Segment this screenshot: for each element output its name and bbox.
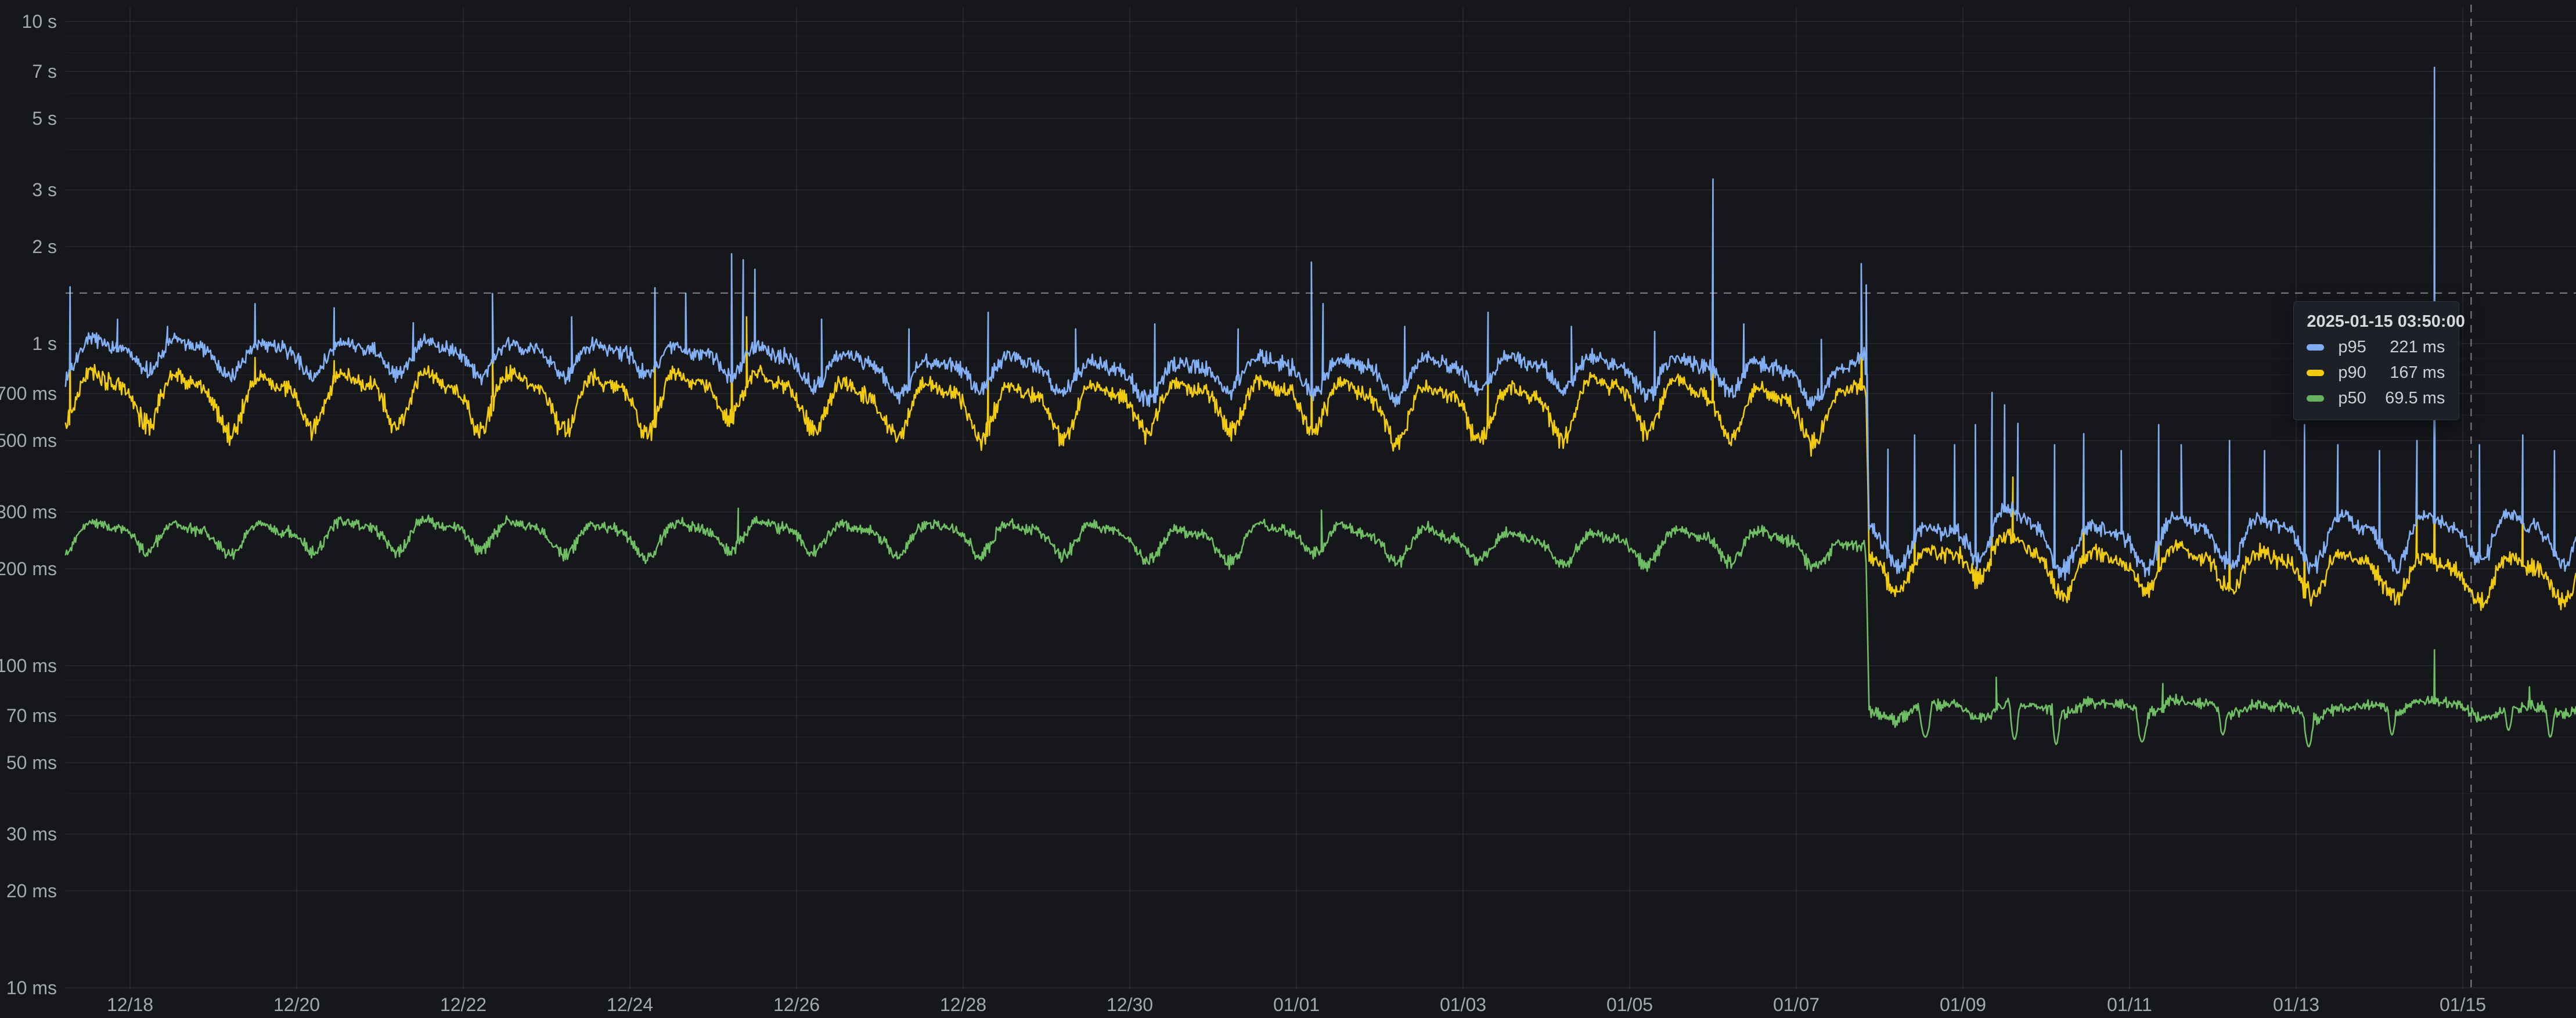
x-tick-label: 01/09 bbox=[1940, 994, 1986, 1015]
chart-tooltip: 2025-01-15 03:50:00 p95 221 ms p90 167 ms p5… bbox=[2293, 301, 2465, 420]
y-tick-label: 30 ms bbox=[6, 824, 57, 844]
tooltip-series-label: p50 bbox=[2338, 388, 2366, 407]
tooltip-timestamp: 2025-01-15 03:50:00 bbox=[2307, 312, 2465, 331]
x-tick-label: 12/24 bbox=[607, 994, 653, 1015]
y-tick-label: 200 ms bbox=[0, 558, 57, 579]
series-line-p50 bbox=[64, 507, 2576, 748]
x-tick-label: 12/26 bbox=[773, 994, 820, 1015]
y-axis-labels: 10 s 7 s 5 s 3 s 2 s 1 s 700 ms 500 ms 300 ms 200… bbox=[0, 11, 57, 998]
y-tick-label: 1 s bbox=[32, 333, 57, 354]
x-tick-label: 12/18 bbox=[107, 994, 153, 1015]
series-color-pill-icon bbox=[2307, 369, 2325, 376]
series-color-pill-icon bbox=[2307, 344, 2325, 351]
series-line-p90 bbox=[64, 304, 2576, 611]
tooltip-series-value: 221 ms bbox=[2390, 337, 2445, 356]
y-tick-label: 100 ms bbox=[0, 655, 57, 676]
tooltip-series-value: 69.5 ms bbox=[2385, 388, 2445, 407]
gridlines-minor bbox=[66, 35, 2576, 795]
x-tick-label: 12/30 bbox=[1107, 994, 1153, 1015]
series-lines bbox=[64, 66, 2576, 748]
y-tick-label: 20 ms bbox=[6, 880, 57, 901]
crosshair bbox=[66, 5, 2576, 990]
x-tick-label: 01/15 bbox=[2440, 994, 2486, 1015]
tooltip-row-p95: p95 221 ms bbox=[2307, 338, 2445, 357]
x-tick-label: 01/05 bbox=[1606, 994, 1653, 1015]
y-tick-label: 5 s bbox=[32, 108, 57, 129]
series-line-p95 bbox=[64, 66, 2576, 581]
series-color-pill-icon bbox=[2307, 395, 2325, 402]
y-tick-label: 50 ms bbox=[6, 752, 57, 773]
x-tick-label: 01/01 bbox=[1273, 994, 1320, 1015]
tooltip-series-value: 167 ms bbox=[2390, 363, 2445, 382]
x-tick-label: 01/03 bbox=[1440, 994, 1486, 1015]
x-tick-label: 12/28 bbox=[940, 994, 986, 1015]
y-tick-label: 10 s bbox=[22, 11, 57, 32]
y-tick-label: 7 s bbox=[32, 61, 57, 82]
tooltip-row-p90: p90 167 ms bbox=[2307, 363, 2445, 382]
x-tick-label: 12/20 bbox=[273, 994, 320, 1015]
y-tick-label: 3 s bbox=[32, 179, 57, 200]
x-tick-label: 01/11 bbox=[2107, 994, 2152, 1015]
tooltip-row-p50: p50 69.5 ms bbox=[2307, 389, 2445, 408]
tooltip-rows: p95 221 ms p90 167 ms p50 69.5 ms bbox=[2307, 338, 2445, 408]
y-tick-label: 2 s bbox=[32, 236, 57, 257]
x-axis-labels: 12/18 12/20 12/22 12/24 12/26 12/28 12/30 01/01… bbox=[107, 994, 2486, 1015]
tooltip-series-label: p90 bbox=[2338, 363, 2366, 382]
y-tick-label: 700 ms bbox=[0, 383, 57, 404]
y-tick-label: 500 ms bbox=[0, 430, 57, 451]
tooltip-series-label: p95 bbox=[2338, 337, 2366, 356]
y-tick-label: 70 ms bbox=[6, 705, 57, 726]
gridlines-major bbox=[66, 7, 2576, 990]
y-tick-label: 300 ms bbox=[0, 501, 57, 522]
y-tick-label: 10 ms bbox=[6, 977, 57, 998]
x-tick-label: 01/07 bbox=[1773, 994, 1820, 1015]
x-tick-label: 12/22 bbox=[440, 994, 487, 1015]
x-tick-label: 01/13 bbox=[2273, 994, 2319, 1015]
